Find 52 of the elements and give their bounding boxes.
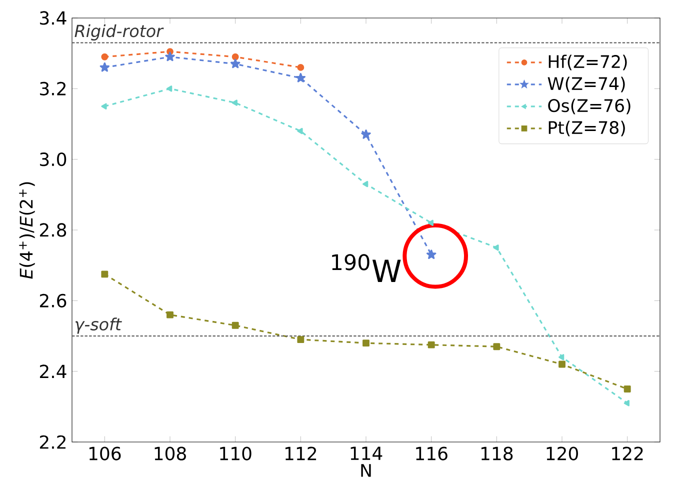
point	[232, 53, 239, 60]
x-tick-label: 112	[285, 446, 316, 460]
point	[232, 100, 238, 106]
ref-line-label: γ-soft	[76, 318, 122, 334]
x-tick-label: 108	[154, 446, 186, 460]
y-tick-label: 2.4	[40, 364, 66, 378]
point	[624, 386, 631, 392]
legend-label: Pt(Z=78)	[548, 120, 625, 136]
y-tick-label: 2.2	[40, 435, 66, 449]
annotation: $^{190}$W	[332, 254, 401, 282]
x-tick-label: 120	[546, 446, 578, 460]
x-tick-label: 122	[612, 446, 643, 460]
point	[428, 341, 435, 348]
point	[101, 270, 108, 278]
point	[101, 53, 108, 60]
point	[101, 103, 107, 110]
point	[362, 340, 370, 347]
x-tick-label: 114	[350, 446, 382, 460]
y-tick-label: 2.8	[40, 223, 66, 237]
y-axis-title: E(4$^{+}$)/E(2$^{+}$)	[19, 182, 35, 279]
point	[624, 400, 630, 406]
x-tick-label: 116	[416, 446, 448, 460]
point	[230, 58, 240, 68]
legend-label: W(Z=74)	[548, 76, 625, 92]
point	[558, 354, 564, 360]
point	[166, 311, 174, 318]
point	[361, 130, 371, 139]
point	[100, 62, 110, 72]
y-tick-label: 3.0	[40, 152, 66, 166]
point	[166, 86, 172, 92]
x-axis-title: N	[361, 464, 371, 477]
y-tick-label: 3.2	[40, 82, 66, 96]
x-tick-label: 118	[481, 446, 513, 460]
ref-line-label: Rigid-rotor	[74, 24, 164, 40]
legend-label: Os(Z=76)	[548, 98, 630, 114]
point	[232, 322, 239, 329]
point	[493, 343, 500, 350]
x-tick-label: 110	[220, 446, 252, 460]
legend-label: Hf(Z=72)	[548, 54, 627, 70]
x-tick-label: 106	[89, 446, 121, 460]
point	[362, 180, 368, 188]
point	[428, 220, 434, 226]
point	[296, 72, 306, 82]
y-tick-label: 3.4	[40, 11, 66, 25]
point	[558, 360, 566, 368]
point	[297, 336, 304, 343]
y-tick-label: 2.6	[40, 294, 66, 308]
point	[493, 244, 499, 251]
point	[297, 64, 304, 71]
point	[297, 128, 303, 134]
point	[165, 52, 175, 62]
point	[426, 250, 436, 259]
